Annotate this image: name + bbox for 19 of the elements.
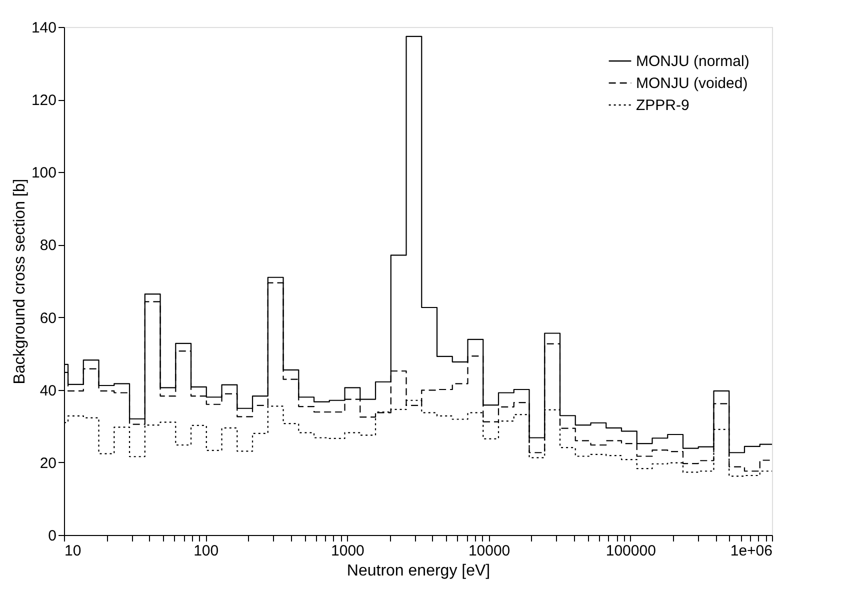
y-tick-label: 140 xyxy=(31,20,56,36)
y-axis-title: Background cross section [b] xyxy=(11,178,28,384)
legend-label: MONJU (normal) xyxy=(636,53,750,70)
x-tick-label: 100000 xyxy=(606,542,656,560)
y-tick-label: 60 xyxy=(40,310,56,327)
x-tick-label: 1000 xyxy=(331,542,364,560)
legend-label: ZPPR-9 xyxy=(636,97,690,114)
x-tick-label: 10 xyxy=(64,542,82,560)
y-tick-label: 120 xyxy=(31,92,56,110)
y-tick-label: 40 xyxy=(40,382,56,400)
x-tick-label: 100 xyxy=(194,542,219,560)
x-tick-label: 10000 xyxy=(468,542,510,560)
y-tick-label: 0 xyxy=(48,528,56,544)
x-axis-title: Neutron energy [eV] xyxy=(346,562,490,580)
y-tick-label: 80 xyxy=(40,237,56,254)
legend-label: MONJU (voided) xyxy=(636,75,748,92)
x-tick-label: 1e+06 xyxy=(730,542,772,560)
y-tick-label: 100 xyxy=(31,164,56,182)
y-tick-label: 20 xyxy=(40,454,56,472)
